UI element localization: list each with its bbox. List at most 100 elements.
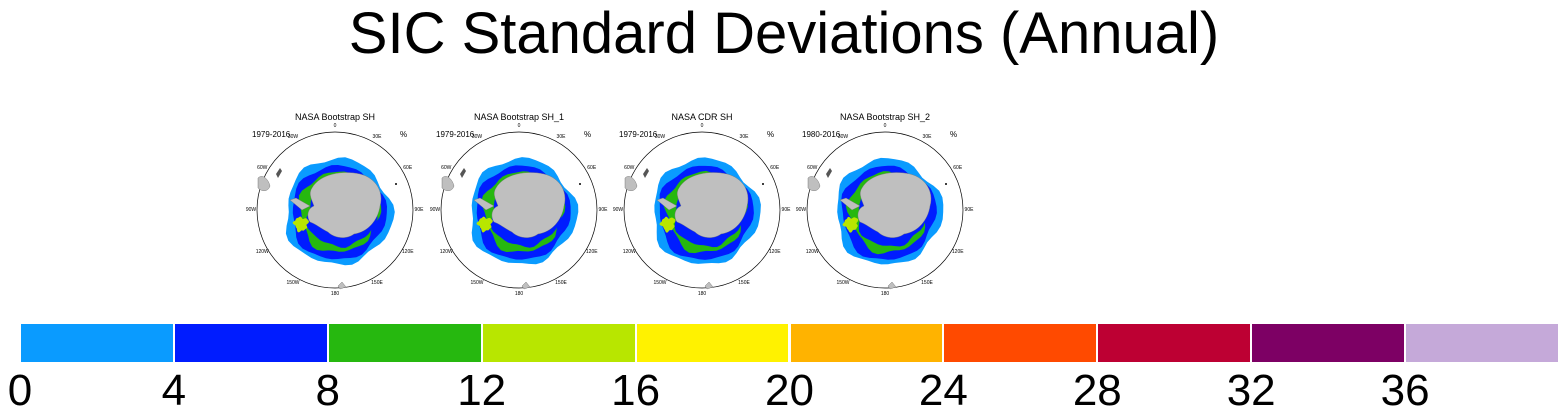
antarctic-peninsula [839,197,861,211]
falkland-islands [460,168,466,178]
colorbar-tick-label: 28 [1072,366,1122,415]
south-america-tip [807,176,821,191]
longitude-label: 120W [805,249,819,255]
antarctica-land [491,172,566,238]
antarctic-peninsula [289,197,311,211]
panel-years: 1979-2016 [252,130,291,139]
polar-map [256,131,414,290]
longitude-label: 60W [257,165,268,171]
colorbar-tick-label: 4 [161,366,187,415]
longitude-label: 150W [836,279,850,286]
longitude-label: 150E [371,279,383,286]
map-panel: 0 30E 60E 90E 120E 150E 180 150W 120W 90W 60W 30W NA… [430,108,624,298]
panel-title: NASA Bootstrap SH_1 [473,112,565,122]
colorbar-tick-label: 0 [7,366,33,415]
panel-title: NASA CDR SH [671,112,733,122]
panel-title: NASA Bootstrap SH_2 [839,112,931,122]
sic-band-12-16 [476,216,493,233]
longitude-label: 120E [401,249,414,255]
sic-band-12-16 [842,216,859,233]
colorbar-bin [327,323,482,363]
map-panel: 0 30E 60E 90E 120E 150E 180 150W 120W 90W 60W 30W NA… [613,108,807,298]
antarctic-peninsula [473,197,495,211]
longitude-label: 30W [471,134,483,141]
longitude-label: 150W [653,279,667,286]
longitude-label: 180 [514,291,524,297]
longitude-label: 60W [807,165,818,171]
longitude-label: 90E [964,207,974,213]
longitude-label: 60E [953,165,963,171]
longitude-label: 150W [286,279,300,286]
longitude-label: 90E [414,207,424,213]
antarctica-land [857,172,932,238]
sic-band-12-16 [659,216,676,233]
panel-unit-label: % [767,130,775,139]
new-zealand-tip [887,281,897,290]
falkland-islands [826,168,832,178]
longitude-label: 90W [795,207,807,213]
panel-unit-label: % [400,130,408,139]
panel-unit-label: % [950,130,958,139]
longitude-label: 60E [770,165,780,171]
longitude-label: 60E [587,165,597,171]
longitude-label: 120E [951,249,964,255]
colorbar-tick-label: 32 [1226,366,1276,415]
colorbar-tick-label: 20 [765,366,814,415]
longitude-label: 90W [429,207,441,213]
longitude-label: 30E [372,134,382,141]
colorbar-tick-label: 36 [1380,366,1430,415]
longitude-label: 120W [255,249,269,255]
colorbar-tick-label: 24 [918,366,968,415]
new-zealand-tip [521,281,531,290]
polar-map [623,131,781,290]
longitude-label: 120W [439,249,453,255]
colorbar-bin [789,323,944,363]
panel-years: 1979-2016 [436,130,475,139]
map-panel: 0 30E 60E 90E 120E 150E 180 150W 120W 90W 60W 30W NA… [246,108,440,298]
new-zealand-tip [704,281,714,290]
chart-title: SIC Standard Deviations (Annual) [348,1,1220,66]
longitude-label: 150W [470,279,484,286]
polar-map [806,131,964,290]
new-zealand-tip [337,281,347,290]
longitude-label: 30W [654,134,666,141]
colorbar-bin [173,323,328,363]
longitude-label: 180 [880,291,890,297]
longitude-label: 150E [738,279,750,286]
longitude-label: 180 [697,291,707,297]
south-america-tip [624,176,638,191]
longitude-label: 180 [330,291,340,297]
panel-years: 1979-2016 [619,130,658,139]
sic-band-12-16 [292,216,309,233]
longitude-label: 0 [883,123,887,129]
longitude-label: 30E [556,134,566,141]
falkland-islands [276,168,282,178]
colorbar-bin [1251,323,1406,363]
longitude-label: 0 [333,123,337,129]
panel-unit-label: % [584,130,592,139]
longitude-label: 30E [922,134,932,141]
longitude-label: 90W [245,207,257,213]
colorbar-bin [635,323,790,363]
longitude-label: 150E [555,279,567,286]
island-marker [395,183,397,185]
longitude-label: 0 [700,123,704,129]
colorbar-bin [1097,323,1252,363]
colorbar [20,323,1559,363]
polar-map [440,131,598,290]
longitude-label: 90E [781,207,791,213]
colorbar-tick-label: 8 [315,366,341,415]
longitude-label: 30E [739,134,749,141]
falkland-islands [643,168,649,178]
longitude-label: 150E [921,279,933,286]
longitude-label: 90E [598,207,608,213]
longitude-label: 30W [837,134,849,141]
panel-years: 1980-2016 [802,130,841,139]
longitude-label: 90W [612,207,624,213]
island-marker [945,183,947,185]
longitude-label: 120E [768,249,781,255]
antarctic-peninsula [656,197,678,211]
antarctica-land [674,172,749,238]
longitude-label: 120E [585,249,598,255]
colorbar-tick-label: 16 [611,366,661,415]
